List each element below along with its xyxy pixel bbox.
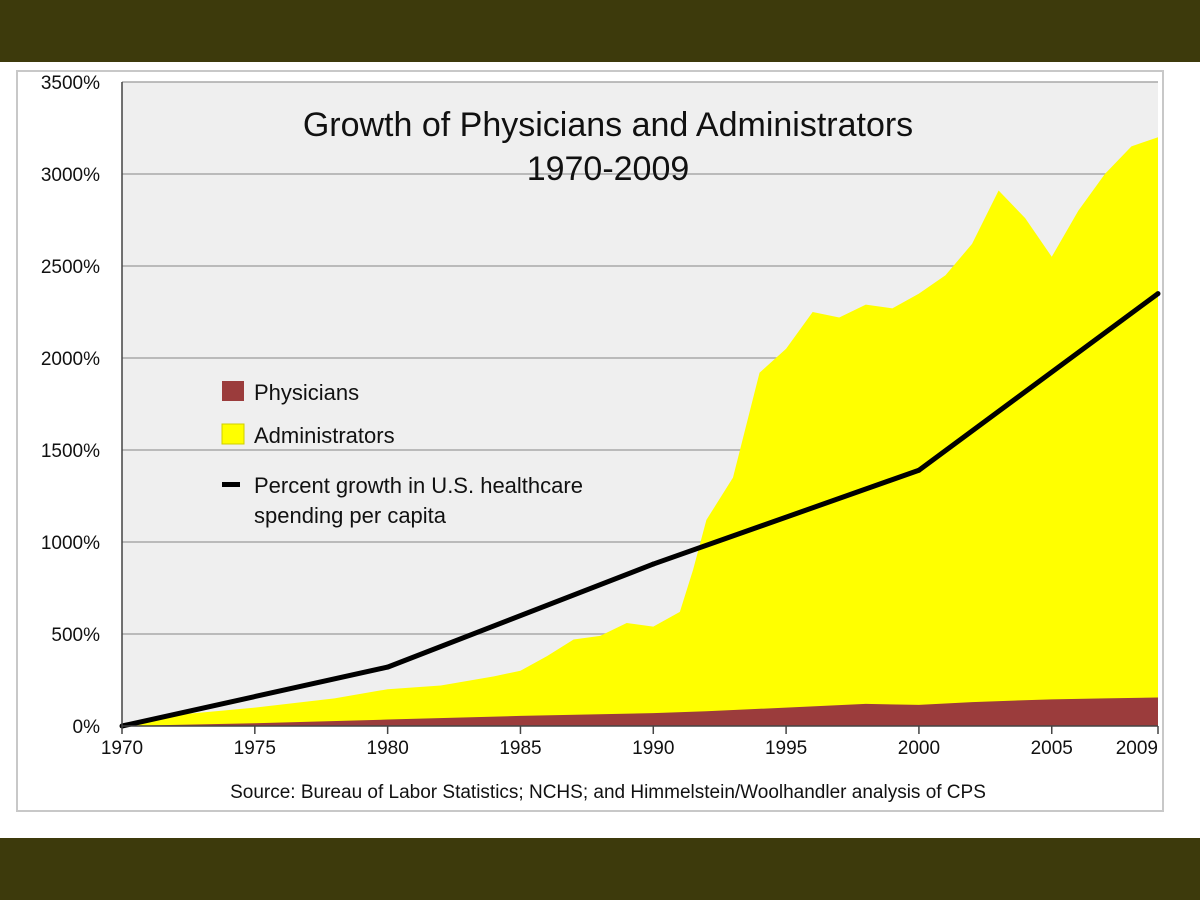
line-point — [385, 664, 391, 670]
x-tick-label: 1980 — [367, 738, 409, 759]
legend-label-physicians: Physicians — [254, 380, 359, 405]
gridlines — [122, 81, 1158, 635]
x-tick-label: 2005 — [1031, 738, 1073, 759]
legend-swatch-spending — [222, 482, 240, 487]
legend-swatch-administrators — [221, 423, 245, 445]
y-tick-label: 2500% — [41, 257, 100, 278]
legend-label-spending-line1: Percent growth in U.S. healthcare — [254, 473, 583, 498]
line-series — [119, 291, 1161, 729]
source-note: Source: Bureau of Labor Statistics; NCHS… — [230, 782, 986, 803]
x-tick-label: 1985 — [499, 738, 541, 759]
legend-label-spending-line2: spending per capita — [254, 503, 447, 528]
line-point — [1155, 291, 1161, 297]
y-tick-label: 1500% — [41, 441, 100, 462]
top-band — [0, 0, 1200, 62]
x-tick-label: 2009 — [1116, 738, 1158, 759]
x-tick-label: 1975 — [234, 738, 276, 759]
bottom-band — [0, 838, 1200, 900]
area-physicians — [122, 697, 1158, 726]
line-point — [916, 467, 922, 473]
y-tick-label: 0% — [73, 717, 101, 738]
chart-title: Growth of Physicians and Administrators — [303, 106, 913, 144]
chart-frame: 0% 500% 1000% 1500% 2000% 2500% 3000% 3500% 197… — [16, 70, 1164, 812]
area-series — [122, 137, 1158, 726]
x-tick-labels: 1970 1975 1980 1985 1990 1995 2000 2005 2009 — [101, 726, 1159, 759]
chart-subtitle: 1970-2009 — [527, 150, 690, 188]
x-tick-label: 1970 — [101, 738, 143, 759]
x-tick-label: 1990 — [632, 738, 674, 759]
y-tick-labels: 0% 500% 1000% 1500% 2000% 2500% 3000% 3500% — [41, 73, 100, 738]
y-tick-label: 3000% — [41, 165, 100, 186]
legend-label-administrators: Administrators — [254, 423, 395, 448]
y-tick-label: 3500% — [41, 73, 100, 94]
line-point — [650, 561, 656, 567]
chart: 0% 500% 1000% 1500% 2000% 2500% 3000% 3500% 197… — [41, 73, 1161, 803]
y-tick-label: 2000% — [41, 349, 100, 370]
x-tick-label: 1995 — [765, 738, 807, 759]
legend-swatch-physicians — [222, 381, 244, 401]
area-administrators — [122, 137, 1158, 726]
legend: Physicians Administrators Percent growth… — [221, 380, 583, 528]
axes — [121, 82, 1158, 727]
y-tick-label: 1000% — [41, 533, 100, 554]
y-tick-label: 500% — [51, 625, 100, 646]
x-tick-label: 2000 — [898, 738, 940, 759]
